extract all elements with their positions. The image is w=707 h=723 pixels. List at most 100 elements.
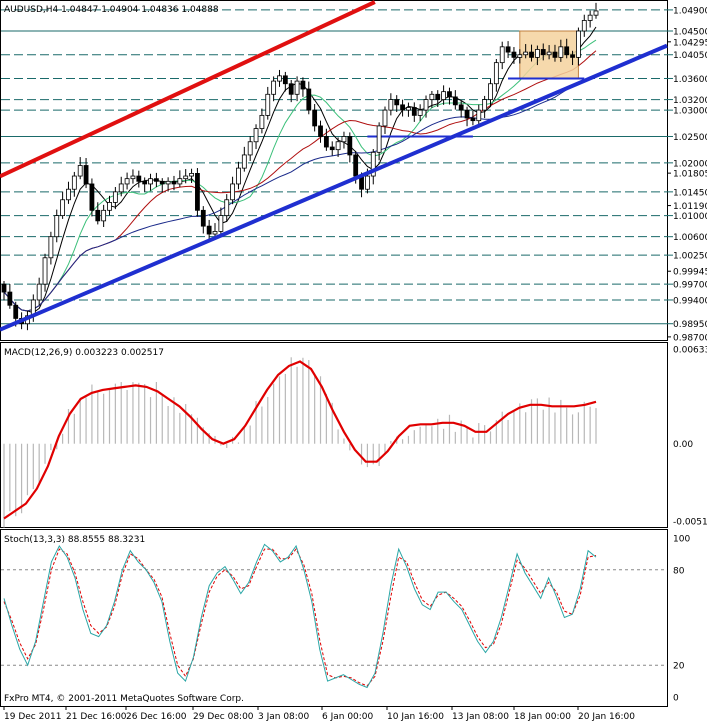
candle-up	[259, 114, 265, 129]
candle-up	[417, 109, 423, 116]
level-label: 1.03200	[673, 96, 707, 106]
candle-down	[347, 136, 353, 156]
candle-down	[300, 80, 306, 90]
macd-y-tick-label: 0.00633	[673, 346, 707, 356]
level-label: 1.02000	[673, 159, 707, 169]
right-axis-strip	[668, 0, 707, 708]
candle-up	[253, 128, 259, 143]
price-y-axis: 1.04295 1.01805 1.01190 0.99945 0.98700	[667, 38, 707, 343]
candle-down	[411, 107, 417, 116]
x-tick-label: 29 Dec 08:00	[193, 712, 254, 722]
level-label: 1.01000	[673, 212, 707, 222]
candle-down	[306, 88, 312, 111]
x-tick-label: 20 Jan 16:00	[578, 712, 635, 722]
level-label-bg	[669, 131, 707, 143]
x-tick-label: 18 Jan 00:00	[514, 712, 571, 722]
candle-down	[282, 75, 288, 85]
y-tick-label: 1.01805	[673, 170, 707, 180]
channel-upper-red-line	[0, 0, 376, 179]
candle-down	[400, 104, 405, 111]
chart-header: AUDUSD,H4 1.04847 1.04904 1.04836 1.0488…	[4, 5, 219, 15]
candle-up	[335, 141, 341, 151]
candle-up	[546, 51, 552, 56]
candle-down	[195, 173, 200, 211]
level-label: 1.01450	[673, 188, 707, 198]
candle-down	[7, 291, 13, 306]
candle-down	[511, 51, 517, 58]
candle-up	[148, 178, 153, 185]
candle-down	[447, 91, 452, 98]
level-label-bg	[669, 294, 707, 306]
candle-up	[265, 93, 271, 116]
y-tick-label: 1.04295	[673, 38, 707, 48]
candle-down	[171, 180, 177, 185]
macd-panel-frame	[0, 342, 668, 528]
candle-up	[576, 30, 581, 58]
candle-down	[318, 125, 323, 137]
candle-up	[247, 141, 253, 156]
candle-up	[423, 99, 429, 111]
ma-medium-line	[3, 39, 597, 312]
candle-down	[206, 225, 212, 235]
candle-up	[66, 188, 71, 201]
level-label-bg	[669, 318, 707, 330]
candle-up	[523, 51, 529, 56]
candle-up	[77, 165, 83, 177]
candle-down	[458, 104, 464, 111]
candle-up	[534, 49, 540, 58]
level-label-bg	[669, 105, 707, 117]
level-label-bg	[669, 231, 707, 243]
candle-up	[177, 178, 183, 185]
candle-up	[212, 231, 218, 235]
level-label: 1.02500	[673, 133, 707, 143]
candle-down	[529, 51, 534, 58]
candle-up	[294, 80, 300, 95]
candle-up	[241, 154, 247, 169]
candle-up	[388, 99, 394, 111]
stoch-panel-frame	[0, 529, 668, 707]
level-label: 1.03000	[673, 107, 707, 117]
level-label-bg	[669, 279, 707, 291]
x-tick-label: 13 Jan 08:00	[452, 712, 509, 722]
candle-up	[271, 80, 277, 95]
candle-up	[587, 14, 593, 21]
x-tick-label: 6 Jan 00:00	[322, 712, 374, 722]
stoch-series: 100 80 20 0	[1, 535, 690, 704]
level-label-bg	[669, 26, 707, 38]
macd-y-tick-label: 0.00	[673, 440, 693, 450]
level-label-bg	[669, 250, 707, 262]
candle-down	[153, 178, 159, 182]
candle-down	[95, 209, 101, 222]
candle-up	[130, 175, 136, 180]
candle-up	[230, 183, 235, 201]
candle-up	[60, 199, 66, 216]
level-label: 1.03600	[673, 75, 707, 85]
level-label-bg	[669, 210, 707, 222]
candle-down	[89, 183, 95, 211]
level-label: 1.00600	[673, 233, 707, 243]
candle-up	[36, 283, 42, 301]
candle-down	[159, 180, 165, 185]
candle-down	[540, 49, 546, 56]
x-tick-label: 21 Dec 16:00	[66, 712, 127, 722]
candle-down	[564, 46, 570, 56]
candle-up	[488, 83, 493, 100]
level-label: 1.04050	[673, 51, 707, 61]
candle-down	[394, 99, 400, 106]
macd-y-tick-label: -0.00515	[673, 517, 707, 527]
candle-down	[470, 117, 476, 122]
stoch-y-tick-label: 100	[673, 535, 690, 545]
y-tick-label: 0.98700	[673, 333, 707, 343]
macd-series: 0.00633 0.00 -0.00515	[3, 346, 707, 528]
candle-down	[323, 136, 329, 148]
candle-down	[1, 283, 7, 293]
candle-up	[382, 109, 388, 127]
level-label-bg	[669, 4, 707, 16]
stoch-main-line	[3, 543, 597, 689]
stoch-y-tick-label: 0	[673, 694, 679, 704]
footer-copyright: FxPro MT4, © 2001-2011 MetaQuotes Softwa…	[4, 694, 244, 704]
candle-up	[376, 125, 382, 153]
level-label: 1.04900	[673, 6, 707, 16]
candle-down	[13, 304, 19, 319]
trend-channel	[0, 0, 668, 332]
